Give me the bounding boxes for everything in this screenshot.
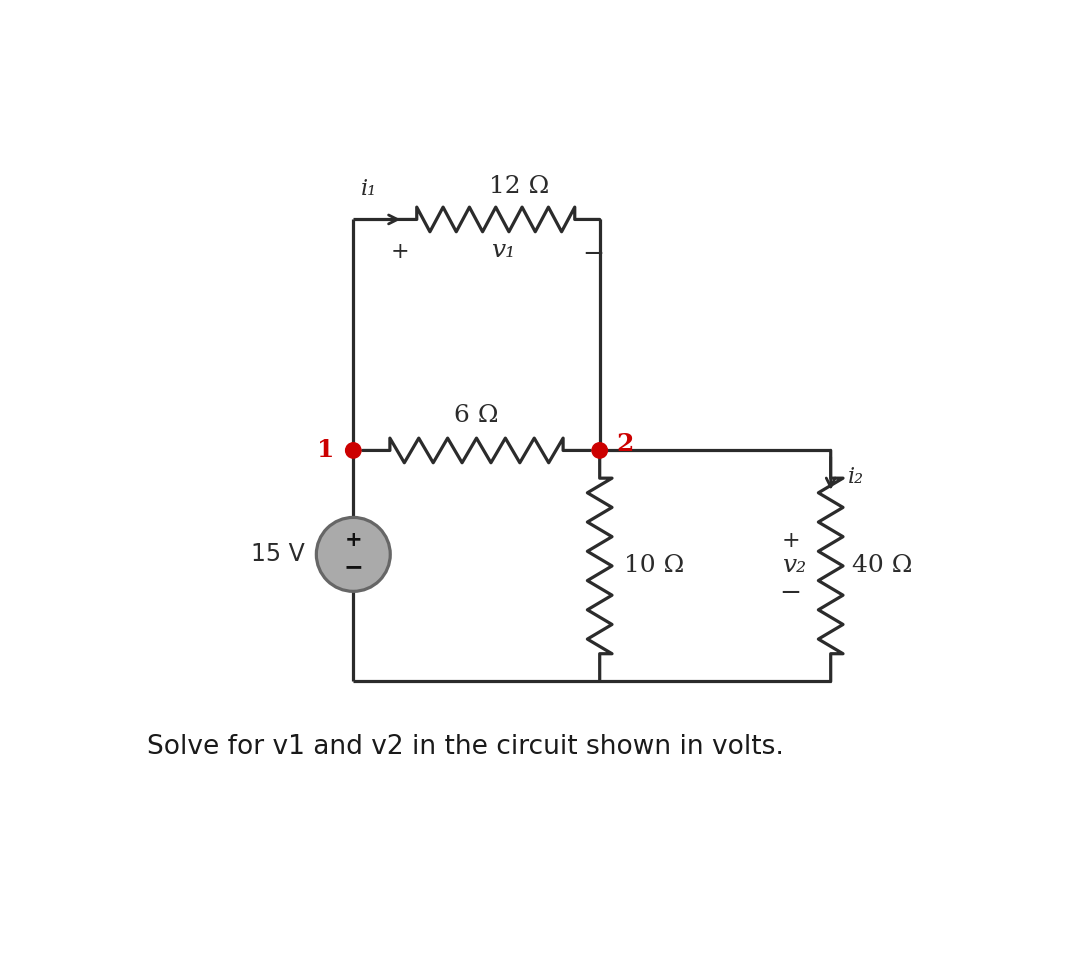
Text: v₂: v₂ [782, 554, 807, 577]
Circle shape [346, 443, 361, 458]
Text: Solve for v1 and v2 in the circuit shown in volts.: Solve for v1 and v2 in the circuit shown… [147, 734, 784, 760]
Text: i₁: i₁ [361, 178, 377, 200]
Text: 15 V: 15 V [251, 542, 305, 566]
Text: +: + [390, 241, 409, 263]
Text: i₂: i₂ [848, 467, 864, 489]
Text: −: − [780, 580, 801, 605]
Text: +: + [781, 531, 800, 553]
Text: 2: 2 [617, 432, 634, 456]
Text: 6 Ω: 6 Ω [455, 404, 499, 427]
Text: 1: 1 [316, 439, 334, 463]
Text: +: + [345, 531, 362, 551]
Text: −: − [343, 555, 363, 579]
Text: v₁: v₁ [491, 239, 515, 262]
Text: 12 Ω: 12 Ω [489, 175, 549, 198]
Circle shape [316, 517, 390, 592]
Circle shape [592, 443, 607, 458]
Text: 10 Ω: 10 Ω [624, 554, 685, 577]
Text: −: − [582, 241, 605, 266]
Text: 40 Ω: 40 Ω [852, 554, 913, 577]
